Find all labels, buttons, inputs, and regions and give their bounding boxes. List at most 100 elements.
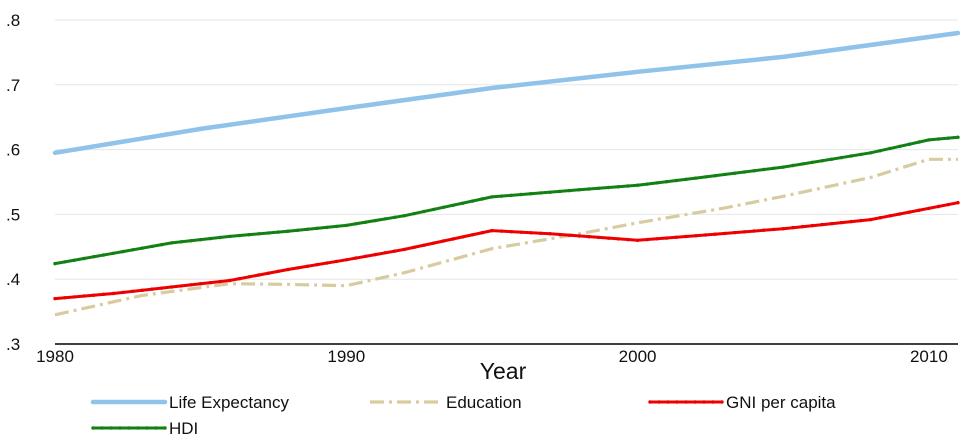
- data-point: [888, 146, 892, 151]
- data-point: [101, 253, 106, 257]
- x-tick-label: 2000: [619, 347, 657, 366]
- data-point: [917, 140, 921, 144]
- data-point: [674, 178, 679, 183]
- data-point: [383, 217, 387, 221]
- legend-marker: [163, 426, 167, 430]
- data-point: [179, 240, 183, 244]
- series-markers: [53, 135, 960, 266]
- data-point: [189, 239, 193, 243]
- data-point: [762, 228, 766, 232]
- data-point: [286, 267, 290, 272]
- data-point: [771, 166, 776, 170]
- x-tick-label: 1990: [327, 347, 365, 366]
- data-point: [53, 261, 57, 266]
- data-point: [723, 231, 727, 236]
- data-point: [558, 189, 562, 194]
- data-point: [781, 227, 785, 231]
- data-point: [713, 174, 717, 178]
- x-tick-label: 1980: [36, 347, 74, 366]
- data-point: [898, 212, 902, 216]
- data-point: [577, 234, 581, 238]
- data-point: [587, 235, 591, 239]
- data-point: [111, 251, 116, 255]
- data-point: [62, 296, 67, 300]
- series-line: [54, 157, 958, 317]
- data-point: [257, 232, 261, 236]
- data-point: [567, 188, 572, 193]
- series-markers: [53, 201, 960, 301]
- data-point: [111, 291, 116, 296]
- data-point: [674, 235, 679, 239]
- data-point: [402, 247, 407, 252]
- legend-label: HDI: [169, 419, 198, 437]
- data-point: [228, 278, 232, 283]
- data-point: [121, 249, 125, 254]
- data-point: [830, 157, 834, 161]
- data-point: [296, 266, 300, 270]
- data-point: [558, 232, 562, 237]
- data-point: [538, 231, 543, 235]
- data-point: [82, 294, 86, 298]
- data-point: [956, 201, 960, 205]
- data-point: [150, 287, 154, 291]
- legend-marker: [720, 400, 724, 404]
- data-point: [587, 187, 591, 191]
- data-point: [325, 261, 329, 265]
- data-point: [849, 154, 853, 158]
- data-point: [752, 169, 756, 173]
- data-point: [373, 218, 378, 223]
- data-point: [888, 214, 892, 218]
- data-point: [441, 239, 446, 243]
- data-point: [140, 288, 145, 292]
- data-point: [907, 142, 912, 146]
- y-tick-label: .7: [6, 76, 20, 95]
- data-point: [364, 254, 368, 258]
- data-point: [393, 215, 397, 219]
- data-point: [655, 181, 659, 185]
- data-point: [703, 175, 708, 179]
- data-point: [208, 236, 213, 241]
- data-point: [509, 230, 514, 234]
- data-point: [276, 269, 280, 273]
- data-point: [169, 285, 174, 289]
- data-point: [946, 136, 950, 140]
- legend-marker: [118, 426, 122, 430]
- data-point: [665, 180, 669, 184]
- data-point: [334, 224, 339, 229]
- legend-item: Life Expectancy: [90, 393, 290, 412]
- data-point: [305, 264, 310, 268]
- legend-marker: [127, 426, 131, 430]
- data-point: [364, 220, 368, 224]
- data-point: [519, 230, 523, 234]
- data-point: [752, 229, 756, 233]
- data-point: [616, 185, 620, 189]
- data-point: [868, 151, 873, 155]
- data-point: [266, 231, 271, 235]
- legend-marker: [657, 400, 661, 404]
- data-point: [791, 163, 795, 168]
- data-point: [82, 256, 86, 261]
- data-point: [800, 224, 805, 229]
- data-point: [733, 230, 737, 235]
- data-point: [499, 229, 504, 233]
- data-point: [529, 192, 533, 196]
- data-point: [635, 238, 640, 242]
- data-point: [402, 214, 407, 218]
- data-point: [334, 259, 339, 264]
- data-point: [480, 197, 484, 201]
- data-point: [810, 223, 815, 228]
- data-point: [597, 186, 601, 190]
- data-point: [218, 235, 222, 240]
- data-point: [461, 201, 465, 205]
- data-point: [490, 195, 494, 199]
- data-point: [92, 293, 96, 297]
- data-point: [703, 233, 708, 237]
- legend-marker: [711, 400, 715, 404]
- data-point: [315, 262, 319, 267]
- data-point: [62, 260, 67, 264]
- data-point: [208, 281, 213, 285]
- legend: Life Expectancy Education GNI per capita HD…: [90, 393, 836, 437]
- legend-item: Education: [370, 393, 522, 412]
- data-point: [733, 171, 737, 175]
